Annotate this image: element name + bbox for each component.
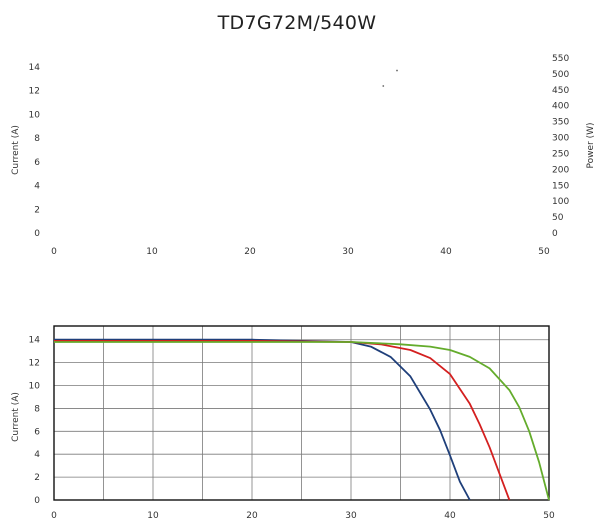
x-tick-label: 40 — [444, 511, 456, 519]
iv-power-chart-top: 0246810121405010015020025030035040045050… — [11, 54, 594, 257]
y2-tick-label: 250 — [552, 149, 569, 159]
y-tick-label: 6 — [34, 158, 40, 168]
series-line-1 — [54, 338, 471, 501]
y-tick-label: 14 — [29, 63, 41, 73]
y2-tick-label: 500 — [552, 70, 569, 80]
y-tick-label: 8 — [34, 404, 40, 414]
y-axis-label: Current (A) — [11, 125, 21, 175]
x-tick-label: 50 — [543, 511, 555, 519]
y2-tick-label: 350 — [552, 118, 569, 128]
chart-title: TD7G72M/540W — [217, 12, 377, 34]
y-tick-label: 10 — [29, 110, 41, 120]
y2-tick-label: 400 — [552, 102, 569, 112]
x-tick-label: 30 — [342, 247, 354, 257]
y-axis-label: Current (A) — [11, 392, 21, 442]
data-point — [396, 69, 398, 72]
y-tick-label: 14 — [29, 336, 41, 346]
x-tick-label: 40 — [440, 247, 452, 257]
y2-tick-label: 50 — [552, 213, 564, 223]
x-tick-label: 50 — [538, 247, 550, 257]
x-tick-label: 0 — [51, 511, 57, 519]
y2-tick-label: 150 — [552, 181, 569, 191]
y-tick-label: 10 — [29, 382, 41, 392]
y-tick-label: 12 — [29, 359, 40, 369]
series-line-3 — [54, 341, 550, 501]
x-tick-label: 10 — [146, 247, 158, 257]
y-tick-label: 8 — [34, 134, 40, 144]
y-tick-label: 4 — [34, 182, 40, 192]
y-tick-label: 6 — [34, 427, 40, 437]
plot-frame — [53, 325, 550, 501]
x-tick-label: 20 — [246, 511, 258, 519]
x-tick-label: 10 — [147, 511, 159, 519]
series-line-2 — [54, 340, 511, 501]
y2-tick-label: 300 — [552, 134, 569, 144]
y2-tick-label: 0 — [552, 229, 558, 239]
y2-tick-label: 450 — [552, 86, 569, 96]
data-point — [382, 85, 385, 87]
y-tick-label: 2 — [34, 473, 40, 483]
y-tick-label: 0 — [34, 229, 40, 239]
y-tick-label: 4 — [34, 450, 40, 460]
y-tick-label: 2 — [34, 205, 40, 215]
x-tick-label: 30 — [345, 511, 357, 519]
y2-axis-label: Power (W) — [586, 123, 594, 169]
y2-tick-label: 200 — [552, 165, 569, 175]
x-tick-label: 20 — [244, 247, 256, 257]
x-tick-label: 0 — [51, 247, 57, 257]
y2-tick-label: 550 — [552, 54, 569, 64]
y-tick-label: 12 — [29, 87, 40, 97]
y2-tick-label: 100 — [552, 197, 569, 207]
y-tick-label: 0 — [34, 496, 40, 506]
